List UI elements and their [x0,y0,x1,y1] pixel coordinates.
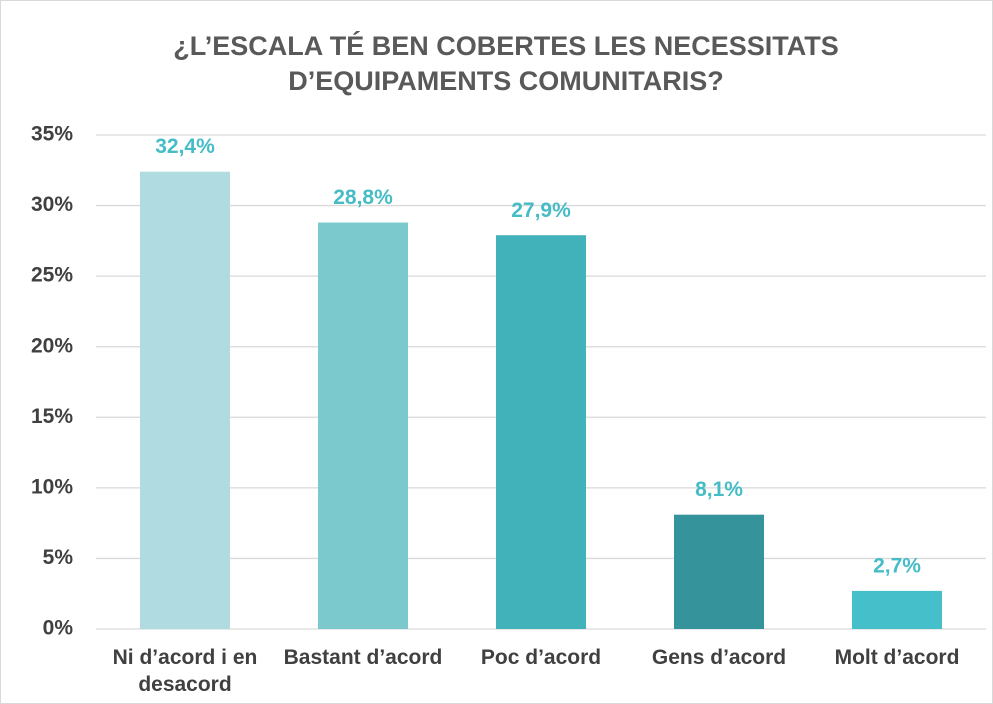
bar [140,171,230,629]
value-label: 28,8% [333,186,393,209]
y-tick-label: 10% [31,475,73,498]
y-tick-label: 5% [43,546,74,569]
value-label: 27,9% [511,199,571,222]
y-tick-label: 35% [31,123,73,146]
bar [496,235,586,629]
x-tick-label: Gens d’acord [651,646,787,669]
x-tick-label: Ni d’acord i en desacord [112,646,258,696]
y-tick-label: 0% [43,617,74,640]
y-tick-label: 30% [31,193,73,216]
bar [674,514,764,629]
chart-title: ¿L’ESCALA TÉ BEN COBERTES LES NECESSITAT… [173,31,839,96]
x-tick-label: Molt d’acord [834,646,960,669]
bar [318,222,408,629]
bar [852,590,942,629]
value-label: 2,7% [873,554,921,577]
y-tick-label: 15% [31,405,73,428]
value-label: 8,1% [695,478,743,501]
y-tick-label: 25% [31,264,73,287]
y-tick-label: 20% [31,334,73,357]
value-label: 32,4% [155,135,215,158]
x-tick-label: Poc d’acord [480,646,602,669]
x-tick-label: Bastant d’acord [283,646,443,669]
